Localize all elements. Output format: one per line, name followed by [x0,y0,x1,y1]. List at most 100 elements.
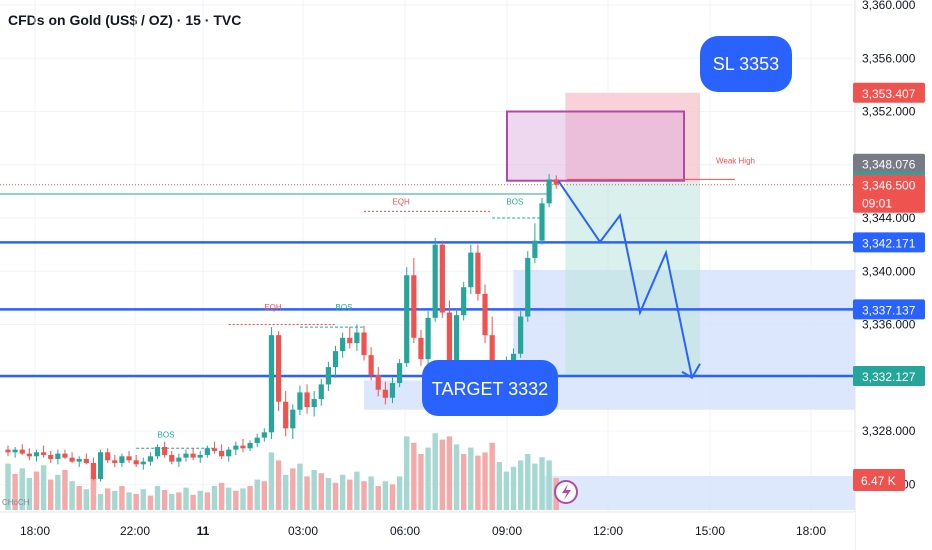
volume-bar [183,487,189,510]
candle-body [332,351,339,368]
volume-bar [475,455,481,510]
candle-body [475,252,481,294]
projection-path [557,180,693,378]
volume-bar [404,436,410,510]
price-badge-label: 3,348.076 [862,158,916,172]
target-callout-label: TARGET 3332 [432,379,548,399]
volume-bar [453,444,460,510]
weak-high-label: Weak High [716,156,755,165]
candle-body [275,335,282,402]
volume-bar [247,486,253,510]
volume-bar [347,479,353,510]
candle-body [261,432,267,438]
volume-bar [40,465,47,510]
price-badge [853,82,925,103]
candle-body [411,275,417,338]
candle-body [283,401,289,429]
candle-body [233,445,239,450]
candle-body [154,446,161,457]
bos-label-mid: BOS [336,303,353,312]
y-tick-label: 3,336.000 [862,318,916,332]
volume-bar [154,486,161,510]
price-badge-label: 3,353.407 [862,87,916,101]
candle-body [525,257,531,317]
candle-body [41,452,47,455]
volume-bar [396,476,403,510]
volume-bar [133,494,139,510]
candle-body [55,453,61,459]
sl-callout-label: SL 3353 [713,54,779,74]
volume-bar [19,468,25,510]
candle-body [382,389,388,398]
volume-bar [140,489,146,510]
candle-body [546,179,552,204]
volume-bar [147,495,154,510]
candle-body [446,312,453,378]
volume-bar [460,454,467,510]
candle-body [190,453,196,458]
candle-body [354,332,360,344]
candle-body [453,315,460,378]
candle-body [19,449,25,454]
price-badge [853,299,925,320]
volume-badge-label: 6.47 K [861,474,896,488]
volume-bar [5,463,11,510]
price-badge [853,366,925,387]
price-badge-label: 3,342.171 [862,236,916,250]
y-tick-label: 3,356.000 [862,51,916,65]
candle-body [26,453,32,457]
volume-bar [368,476,374,510]
stop-loss-zone [565,92,700,182]
volume-bar [525,454,531,510]
volume-bar [339,474,346,510]
candle-body [140,461,146,465]
candle-body [389,383,396,398]
volume-bar [240,488,246,510]
candle-body [553,179,559,185]
price-badge [853,174,925,213]
candle-body [397,363,403,384]
x-tick-label: 03:00 [288,524,318,538]
candle-body [439,244,445,313]
candle-body [247,442,253,449]
volume-bar [539,457,545,510]
volume-bar [161,490,168,510]
y-tick-label: 3,360.000 [862,0,916,12]
volume-bar [62,470,68,510]
candle-body [69,457,75,462]
volume-bar [211,486,218,510]
volume-badge [853,469,905,491]
volume-bar [517,460,524,510]
volume-bar [354,471,360,510]
volume-bar [439,439,446,510]
eqh-label-upper: EQH [392,198,410,207]
volume-bar [112,490,118,510]
candle-body [83,458,89,463]
candle-body [126,456,132,461]
y-tick-label: 3,344.000 [862,211,916,225]
candle-body [489,335,495,381]
candle-body [418,337,424,360]
price-badge-label: 3,337.137 [862,303,916,317]
candle-body [539,203,545,241]
candle-body [162,446,168,455]
candle-body [211,448,218,451]
candle-body [290,409,296,429]
volume-bar [311,470,317,510]
volume-bar [304,476,310,510]
candle-body [340,337,346,352]
supply-box [506,110,685,182]
volume-bar [261,481,268,510]
candle-body [219,450,225,457]
candle-body [183,453,189,458]
candle-body [204,448,210,455]
sl-callout [700,36,792,92]
x-tick-label: 12:00 [593,524,623,538]
volume-bar [69,481,75,510]
candle-body [268,335,275,433]
volume-bar [33,471,40,510]
volume-bar [482,452,488,510]
volume-bar [446,436,453,510]
volume-bar [375,486,381,510]
